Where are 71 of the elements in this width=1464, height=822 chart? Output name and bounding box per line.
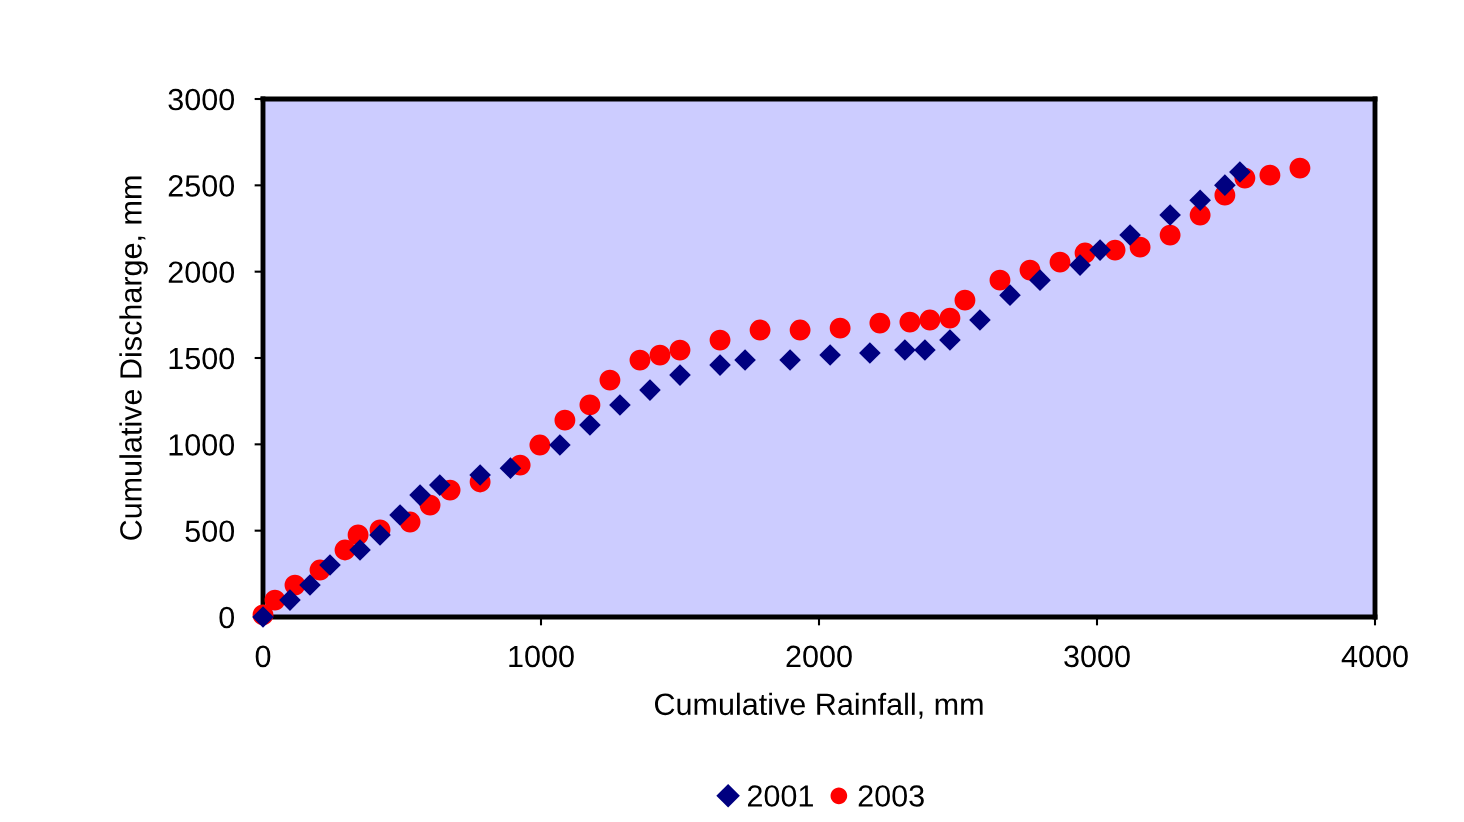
point	[319, 554, 341, 576]
point	[1069, 254, 1091, 276]
point	[299, 574, 321, 596]
point	[639, 379, 661, 401]
y-axis-title: Cumulative Discharge, mm	[119, 176, 148, 540]
point	[789, 319, 811, 341]
x-tick-label: 3000	[1064, 645, 1130, 668]
point	[1289, 157, 1311, 179]
point	[899, 311, 921, 333]
point	[369, 524, 391, 546]
point	[869, 312, 891, 334]
point	[989, 269, 1011, 291]
y-tick-label: 0	[219, 606, 235, 629]
point	[939, 307, 961, 329]
point	[894, 339, 916, 361]
point	[429, 474, 451, 496]
point	[469, 464, 491, 486]
point	[1214, 174, 1236, 196]
point	[669, 364, 691, 386]
point	[529, 434, 551, 456]
y-tick-label: 1000	[169, 434, 235, 456]
point	[1229, 161, 1251, 183]
point	[1129, 236, 1151, 258]
point	[709, 329, 731, 351]
point	[349, 539, 371, 561]
point	[629, 349, 651, 371]
point	[1159, 224, 1181, 246]
point	[579, 394, 601, 416]
x-tick-label: 1000	[509, 645, 574, 668]
point	[734, 349, 756, 371]
point	[939, 329, 961, 351]
point	[279, 589, 301, 611]
point	[409, 484, 431, 506]
point	[499, 457, 522, 479]
point	[579, 414, 601, 436]
y-tick-label: 500	[185, 520, 235, 543]
point	[859, 342, 881, 364]
point	[389, 504, 411, 526]
y-tick-label: 2000	[168, 261, 235, 284]
point	[1119, 224, 1141, 246]
point	[829, 317, 851, 339]
point	[1029, 269, 1051, 291]
point	[1159, 204, 1181, 226]
point	[954, 289, 976, 311]
point	[749, 319, 771, 341]
point	[819, 344, 841, 366]
x-tick-label: 2000	[786, 645, 852, 668]
point	[779, 349, 801, 371]
point	[969, 309, 991, 331]
x-axis-title: Cumulative Rainfall, mm	[655, 692, 983, 719]
point	[1089, 239, 1111, 261]
point	[1049, 251, 1071, 273]
point	[1189, 189, 1211, 211]
point	[919, 309, 941, 331]
y-tick-label: 2500	[168, 175, 235, 197]
point	[609, 394, 631, 416]
point	[599, 369, 621, 391]
point	[669, 339, 691, 361]
legend-label: 2003	[858, 785, 924, 807]
legend-label: 2001	[747, 785, 813, 807]
point	[999, 284, 1021, 306]
point	[554, 409, 576, 431]
point	[549, 434, 571, 456]
point	[914, 339, 936, 361]
point	[709, 354, 731, 376]
x-tick-label: 4000	[1341, 645, 1408, 668]
point	[649, 344, 671, 366]
x-tick-label: 0	[255, 645, 271, 668]
y-tick-label: 1500	[169, 347, 235, 370]
point	[1259, 164, 1281, 186]
y-tick-label: 3000	[168, 88, 235, 111]
